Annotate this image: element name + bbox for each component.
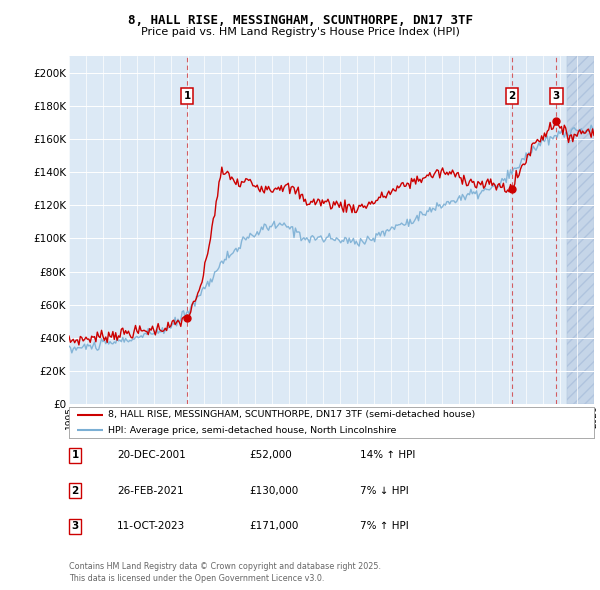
Text: £130,000: £130,000 <box>249 486 298 496</box>
Text: 3: 3 <box>71 522 79 531</box>
Text: 26-FEB-2021: 26-FEB-2021 <box>117 486 184 496</box>
Text: 7% ↓ HPI: 7% ↓ HPI <box>360 486 409 496</box>
Text: £52,000: £52,000 <box>249 451 292 460</box>
Text: 7% ↑ HPI: 7% ↑ HPI <box>360 522 409 531</box>
Text: 2: 2 <box>71 486 79 496</box>
Text: 1: 1 <box>184 91 191 101</box>
Text: Price paid vs. HM Land Registry's House Price Index (HPI): Price paid vs. HM Land Registry's House … <box>140 28 460 37</box>
Text: 8, HALL RISE, MESSINGHAM, SCUNTHORPE, DN17 3TF: 8, HALL RISE, MESSINGHAM, SCUNTHORPE, DN… <box>128 14 473 27</box>
Text: 14% ↑ HPI: 14% ↑ HPI <box>360 451 415 460</box>
Text: 2: 2 <box>508 91 515 101</box>
Text: 8, HALL RISE, MESSINGHAM, SCUNTHORPE, DN17 3TF (semi-detached house): 8, HALL RISE, MESSINGHAM, SCUNTHORPE, DN… <box>109 410 476 419</box>
Text: Contains HM Land Registry data © Crown copyright and database right 2025.
This d: Contains HM Land Registry data © Crown c… <box>69 562 381 583</box>
Text: 20-DEC-2001: 20-DEC-2001 <box>117 451 186 460</box>
Text: HPI: Average price, semi-detached house, North Lincolnshire: HPI: Average price, semi-detached house,… <box>109 425 397 435</box>
Bar <box>567 56 594 404</box>
Text: 1: 1 <box>71 451 79 460</box>
Text: £171,000: £171,000 <box>249 522 298 531</box>
Text: 11-OCT-2023: 11-OCT-2023 <box>117 522 185 531</box>
Text: 3: 3 <box>553 91 560 101</box>
Bar <box>567 56 594 404</box>
